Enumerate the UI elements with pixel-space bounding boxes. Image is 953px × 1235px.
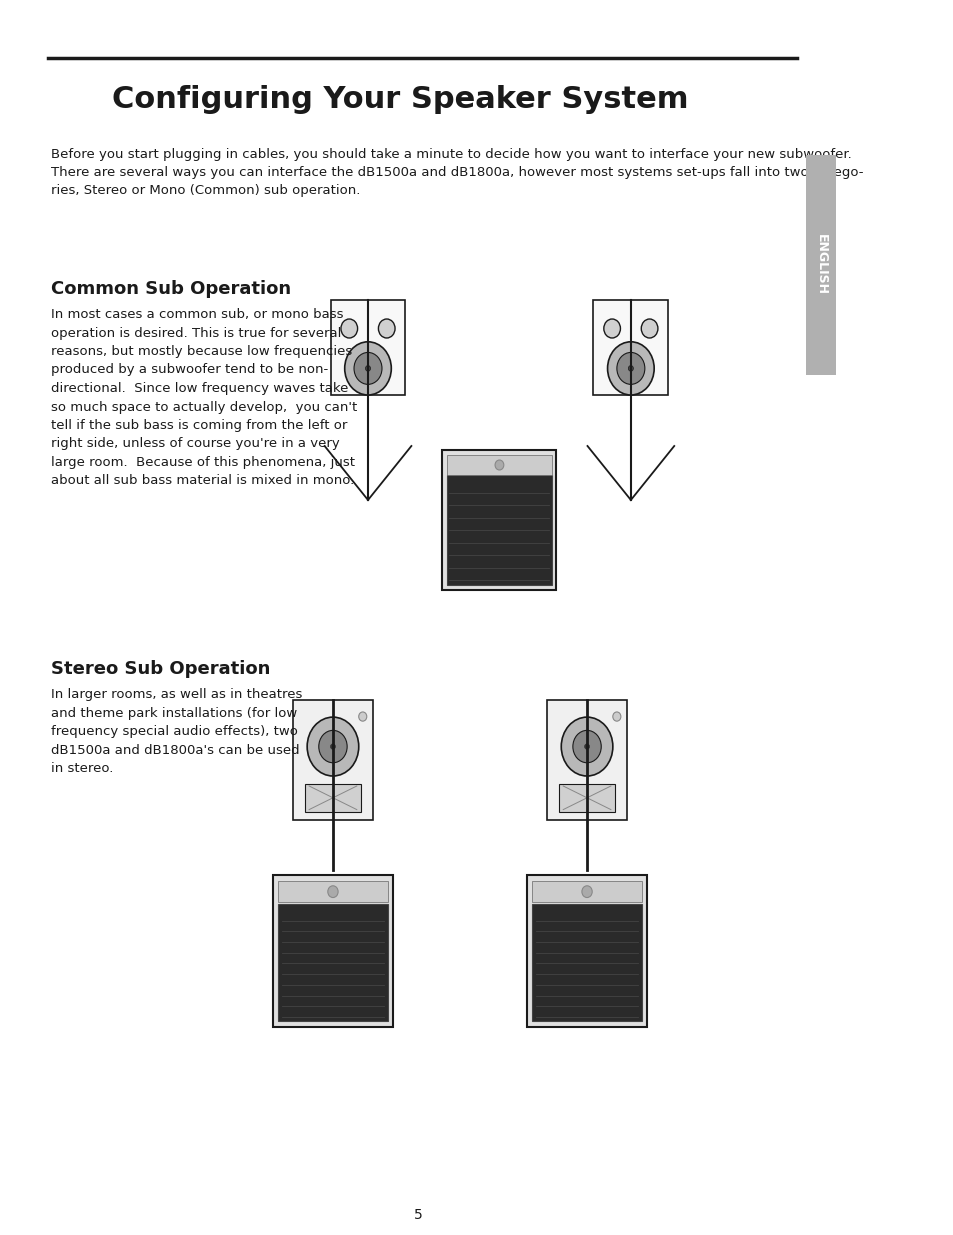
Bar [446,454,552,475]
Bar [304,784,361,811]
Circle shape [607,342,654,395]
Text: 5: 5 [414,1208,422,1221]
Text: In larger rooms, as well as in theatres
and theme park installations (for low
fr: In larger rooms, as well as in theatres … [51,688,302,776]
Circle shape [495,459,503,471]
Bar [526,876,646,1026]
Bar [558,784,615,811]
Circle shape [617,352,644,384]
Circle shape [378,319,395,338]
Text: Before you start plugging in cables, you should take a minute to decide how you : Before you start plugging in cables, you… [51,148,862,198]
Bar [293,700,373,820]
Bar [593,300,668,395]
Text: Common Sub Operation: Common Sub Operation [51,280,291,298]
Bar [446,475,552,585]
Circle shape [640,319,658,338]
Circle shape [307,718,358,776]
Bar [532,904,641,1021]
Bar [546,700,627,820]
Circle shape [572,730,600,763]
Circle shape [603,319,619,338]
Bar [278,881,388,903]
Bar [278,904,388,1021]
Bar [330,300,405,395]
Text: Stereo Sub Operation: Stereo Sub Operation [51,659,270,678]
Bar [273,876,393,1026]
Circle shape [318,730,347,763]
Circle shape [358,711,366,721]
Bar [805,156,835,375]
Circle shape [365,366,370,372]
Text: ENGLISH: ENGLISH [814,235,826,295]
Text: In most cases a common sub, or mono bass
operation is desired. This is true for : In most cases a common sub, or mono bass… [51,308,356,488]
Circle shape [628,366,633,372]
Circle shape [340,319,357,338]
Circle shape [584,743,589,750]
Bar [532,881,641,903]
Circle shape [581,885,592,898]
Text: Configuring Your Speaker System: Configuring Your Speaker System [112,85,688,115]
Bar [442,450,556,590]
Circle shape [328,885,337,898]
Circle shape [344,342,391,395]
Circle shape [330,743,335,750]
Circle shape [560,718,612,776]
Circle shape [354,352,381,384]
Circle shape [612,711,620,721]
